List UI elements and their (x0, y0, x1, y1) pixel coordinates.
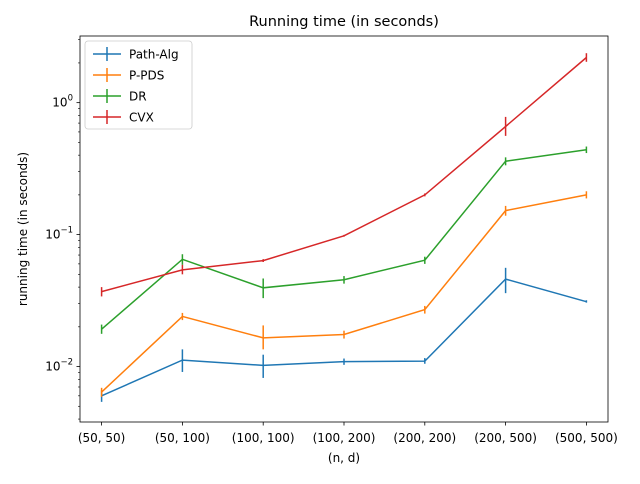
legend: Path-Alg P-PDS DR CVX (84, 40, 193, 130)
legend-box (84, 40, 193, 130)
y-tick-label: 10−1 (45, 226, 73, 242)
legend-label: Path-Alg (129, 48, 179, 62)
legend-label: DR (129, 90, 147, 104)
x-tick-label: (100, 200) (313, 431, 376, 445)
y-tick-label: 100 (52, 94, 73, 110)
x-axis-label: (n, d) (328, 451, 360, 465)
x-tick-label: (50, 50) (78, 431, 126, 445)
x-tick-label: (200, 200) (393, 431, 456, 445)
x-tick-label: (200, 500) (474, 431, 537, 445)
plot-area: 10−2 10−1 100 (50, 50) (50, 100) (100, 100) (1… (45, 35, 618, 445)
legend-label: CVX (129, 111, 154, 125)
x-tick-label: (50, 100) (155, 431, 210, 445)
chart-title: Running time (in seconds) (249, 14, 439, 30)
x-tick-label: (500, 500) (555, 431, 618, 445)
legend-label: P-PDS (129, 69, 164, 83)
y-tick-label: 10−2 (45, 358, 73, 374)
y-axis-label: running time (in seconds) (16, 152, 30, 306)
x-tick-label: (100, 100) (232, 431, 295, 445)
